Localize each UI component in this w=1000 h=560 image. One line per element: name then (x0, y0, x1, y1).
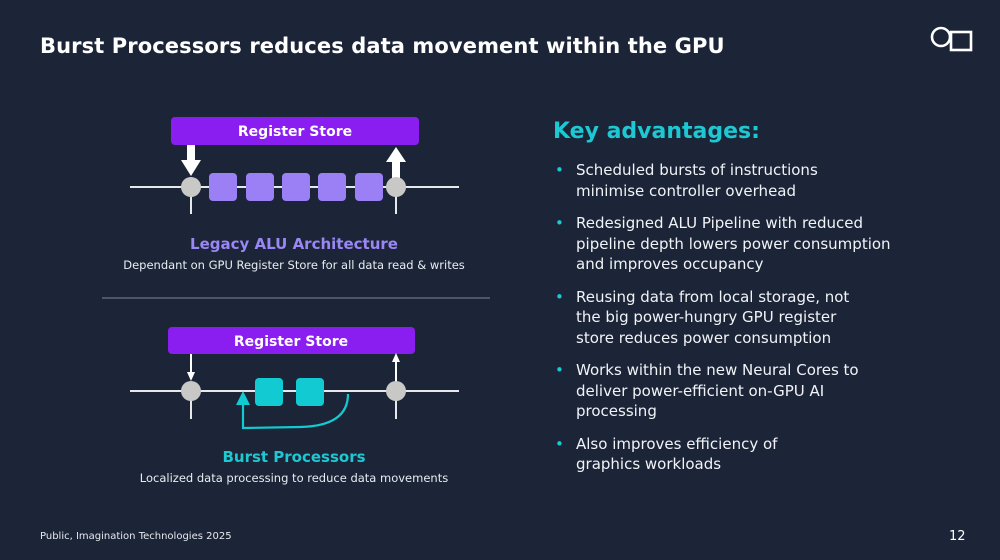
alu-stage (318, 173, 346, 201)
register-store-bar (168, 327, 415, 354)
register-store-label: Register Store (238, 124, 352, 140)
loopback-arrow (241, 393, 350, 430)
alu-stage (209, 173, 237, 201)
list-item-text: Works within the new Neural Cores to del… (576, 361, 859, 420)
alu-stage (282, 173, 310, 201)
burst-processor-diagram: Register Store (130, 327, 459, 430)
page-number: 12 (949, 529, 966, 544)
legacy-title: Legacy ALU Architecture (190, 235, 398, 253)
list-item: • Reusing data from local storage, not th… (555, 287, 876, 349)
bullet-icon: • (555, 214, 564, 232)
burst-stage (296, 378, 324, 406)
list-item: • Redesigned ALU Pipeline with reduced pi… (555, 213, 916, 275)
list-item: • Also improves efficiency of graphics wo… (555, 434, 816, 475)
burst-stage (255, 378, 283, 406)
bullet-icon: • (555, 361, 564, 379)
write-arrow-icon (386, 147, 406, 178)
slide-title: Burst Processors reduces data movement w… (40, 34, 725, 58)
alu-diagram: Register Store Register Store (102, 117, 490, 430)
write-arrow-icon (392, 353, 400, 384)
advantages-list: • Scheduled bursts of instructions minimi… (555, 160, 975, 487)
legacy-subtitle: Dependant on GPU Register Store for all … (123, 258, 465, 272)
register-store-bar (171, 117, 419, 145)
read-arrow-icon (181, 145, 201, 176)
list-item-text: Reusing data from local storage, not the… (576, 287, 850, 347)
list-item-text: Scheduled bursts of instructions minimis… (576, 161, 818, 200)
burst-subtitle: Localized data processing to reduce data… (139, 471, 449, 485)
list-item-text: Also improves efficiency of graphics wor… (576, 434, 778, 474)
list-item: • Works within the new Neural Cores to de… (555, 360, 866, 422)
input-node (181, 177, 201, 197)
input-node (181, 381, 201, 401)
output-node (386, 381, 406, 401)
burst-title: Burst Processors (222, 448, 366, 466)
read-arrow-icon (187, 354, 195, 381)
imagination-logo-icon (930, 26, 973, 52)
alu-stage (355, 173, 383, 201)
list-item: • Scheduled bursts of instructions minimi… (555, 160, 836, 201)
bullet-icon: • (555, 287, 564, 306)
footer-text: Public, Imagination Technologies 2025 (40, 531, 232, 542)
output-node (386, 177, 406, 197)
loopback-arrowhead-icon (236, 391, 250, 405)
register-store-label: Register Store (234, 334, 348, 350)
legacy-alu-diagram: Register Store (130, 117, 459, 214)
bullet-icon: • (555, 434, 564, 453)
advantages-title: Key advantages: (553, 119, 760, 144)
alu-stage (246, 173, 274, 201)
list-item-text: Redesigned ALU Pipeline with reduced pip… (576, 214, 891, 273)
bullet-icon: • (555, 161, 564, 179)
